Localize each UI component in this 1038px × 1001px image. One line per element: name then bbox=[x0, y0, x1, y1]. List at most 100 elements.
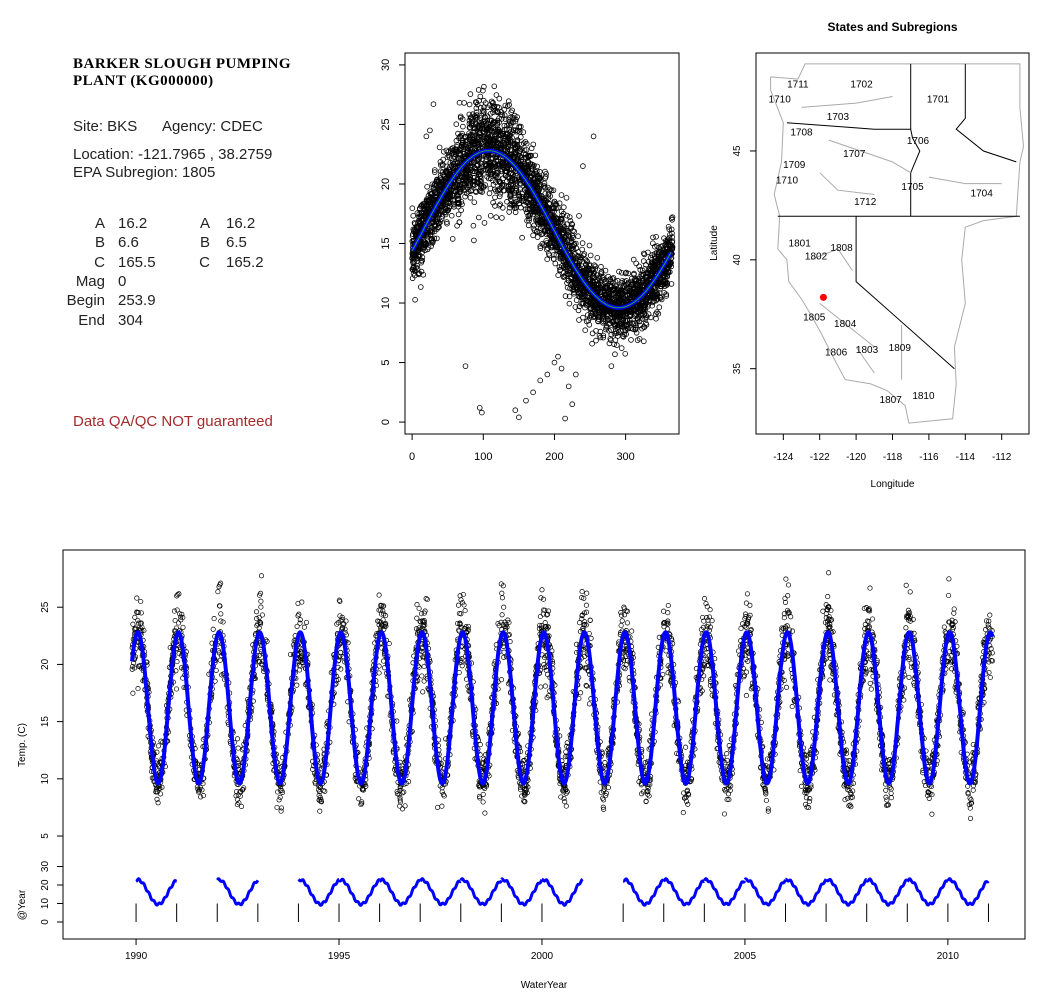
scatter-point bbox=[582, 327, 588, 334]
param-right-value-b: 6.5 bbox=[226, 234, 247, 252]
map-subregion-border bbox=[801, 96, 893, 108]
scatter-point bbox=[609, 276, 616, 282]
scatter-outlier bbox=[590, 133, 597, 140]
scatter-point bbox=[497, 201, 504, 208]
scatter-point bbox=[410, 213, 417, 219]
scatter-y-tick-label: 20 bbox=[380, 178, 392, 190]
param-right-value-a: 16.2 bbox=[226, 215, 256, 232]
timeseries-point bbox=[501, 604, 507, 610]
scatter-point bbox=[601, 279, 608, 285]
timeseries-point bbox=[258, 604, 264, 610]
timeseries-point bbox=[501, 649, 507, 655]
param-right-value-c: 165.2 bbox=[226, 253, 264, 271]
scatter-point bbox=[622, 270, 629, 277]
scatter-point bbox=[475, 214, 482, 221]
scatter-outlier bbox=[427, 127, 433, 134]
scatter-point bbox=[460, 123, 466, 130]
scatter-point bbox=[580, 314, 586, 321]
map-y-tick-label: 40 bbox=[732, 254, 743, 266]
scatter-point bbox=[655, 310, 662, 317]
scatter-point bbox=[481, 220, 488, 226]
scatter-point bbox=[471, 237, 477, 244]
map-x-tick-label: -114 bbox=[956, 452, 976, 463]
scatter-point bbox=[471, 199, 478, 206]
map-x-tick-label: -122 bbox=[810, 452, 830, 463]
param-right-label-c: C bbox=[199, 253, 210, 271]
scatter-x-tick-label: 0 bbox=[409, 451, 415, 463]
scatter-point bbox=[552, 260, 559, 267]
scatter-outlier bbox=[612, 351, 618, 358]
map-subregion-label: 1806 bbox=[825, 347, 848, 358]
scatter-point bbox=[525, 222, 532, 229]
map-x-label: Longitude bbox=[871, 479, 915, 490]
scatter-point bbox=[501, 112, 508, 118]
map-x-tick-label: -124 bbox=[773, 452, 793, 463]
scatter-point bbox=[568, 224, 575, 231]
timeseries-point bbox=[621, 665, 627, 671]
scatter-point bbox=[634, 337, 641, 343]
scatter-point bbox=[656, 304, 663, 311]
station-title-line-1: BARKER SLOUGH PUMPING bbox=[73, 56, 292, 72]
scatter-point bbox=[558, 192, 565, 198]
param-right-label-a: A bbox=[199, 215, 210, 232]
scatter-point bbox=[589, 340, 595, 347]
scatter-point bbox=[470, 222, 477, 229]
timeseries-point bbox=[983, 627, 989, 633]
scatter-point bbox=[591, 262, 598, 269]
timeseries-point bbox=[901, 697, 907, 703]
scatter-point bbox=[453, 121, 460, 127]
map-subregion-label: 1712 bbox=[854, 197, 877, 208]
scatter-y-tick-label: 15 bbox=[380, 237, 392, 249]
scatter-point bbox=[650, 234, 656, 241]
timeseries-point bbox=[619, 618, 625, 624]
scatter-point bbox=[481, 108, 487, 115]
timeseries-point bbox=[276, 797, 282, 803]
scatter-point bbox=[494, 109, 500, 115]
map-title: States and Subregions bbox=[827, 20, 957, 34]
scatter-y-tick-label: 10 bbox=[380, 297, 392, 309]
scatter-y-tick-label: 5 bbox=[380, 360, 392, 366]
scatter-point bbox=[456, 99, 463, 106]
timeseries-point bbox=[277, 794, 283, 800]
map-subregion-label: 1803 bbox=[856, 345, 879, 356]
timeseries-point bbox=[783, 576, 789, 582]
param-left-label-a: A bbox=[94, 215, 105, 232]
scatter-point bbox=[611, 341, 617, 348]
map-subregion-label: 1710 bbox=[776, 175, 799, 186]
scatter-point bbox=[530, 232, 536, 239]
timeseries-point bbox=[477, 742, 483, 748]
map-y-label: Latitude bbox=[709, 225, 720, 261]
scatter-point bbox=[458, 207, 464, 214]
scatter-point bbox=[593, 328, 599, 334]
map-subregion-label: 1801 bbox=[789, 238, 812, 249]
param-left-value-c: 165.5 bbox=[118, 253, 156, 271]
scatter-point bbox=[653, 315, 659, 322]
scatter-outlier bbox=[558, 365, 565, 372]
timeseries-point bbox=[439, 789, 445, 795]
scatter-point bbox=[428, 243, 435, 249]
scatter-outlier bbox=[562, 415, 568, 422]
map-subregion-label: 1711 bbox=[787, 79, 809, 90]
scatter-outlier bbox=[430, 101, 437, 107]
timeseries-point bbox=[258, 598, 264, 604]
scatter-point bbox=[519, 234, 525, 241]
scatter-point bbox=[424, 184, 430, 190]
location-label: Location: -121.7965 , 38.2759 bbox=[73, 146, 273, 163]
timeseries-point bbox=[785, 582, 792, 588]
map-subregion-label: 1809 bbox=[889, 343, 912, 354]
timeseries-point bbox=[586, 701, 592, 707]
timeseries-point bbox=[211, 616, 217, 622]
scatter-point bbox=[505, 98, 512, 104]
param-left-label-b: B bbox=[94, 234, 105, 252]
scatter-point bbox=[630, 256, 637, 263]
map-subregion-label: 1704 bbox=[971, 188, 994, 199]
timeseries-point bbox=[537, 613, 543, 620]
scatter-x-tick-label: 300 bbox=[616, 451, 634, 463]
timeseries-point bbox=[629, 628, 635, 634]
scatter-point bbox=[448, 212, 455, 219]
timeseries-point bbox=[134, 595, 140, 601]
scatter-point bbox=[486, 190, 493, 197]
param-left-label-begin: Begin bbox=[66, 292, 105, 310]
scatter-point bbox=[417, 284, 424, 290]
scatter-point bbox=[461, 100, 467, 106]
